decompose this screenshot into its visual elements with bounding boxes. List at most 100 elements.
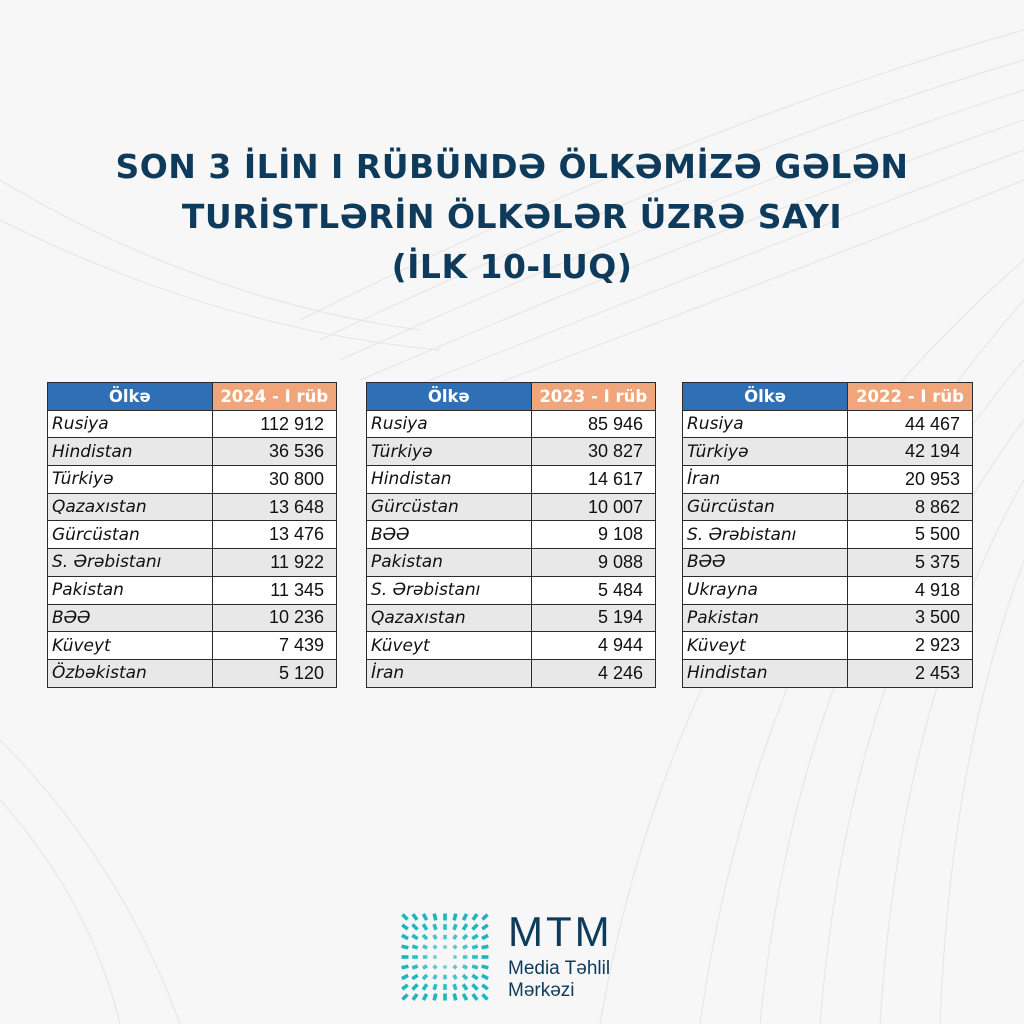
- table-row: Gürcüstan 13 476: [47, 520, 338, 550]
- value-cell: 13 476: [211, 520, 338, 550]
- table-header-row: Ölkə 2022 - I rüb: [682, 382, 973, 411]
- value-cell: 5 484: [530, 575, 657, 605]
- table-row: Qazaxıstan 5 194: [366, 603, 657, 633]
- table-row: Rusiya 44 467: [682, 409, 973, 439]
- value-cell: 20 953: [847, 465, 973, 494]
- header-country: Ölkə: [47, 382, 213, 411]
- country-cell: İran: [366, 658, 532, 688]
- country-cell: Gürcüstan: [366, 492, 532, 522]
- value-cell: 112 912: [211, 409, 338, 439]
- value-cell: 11 345: [211, 575, 338, 605]
- country-cell: Qazaxıstan: [47, 492, 213, 522]
- table-row: İran 20 953: [682, 465, 973, 494]
- value-cell: 11 922: [211, 548, 338, 577]
- table-row: Türkiyə 30 827: [366, 437, 657, 467]
- country-cell: Pakistan: [47, 575, 213, 605]
- country-cell: S. Ərəbistanı: [682, 520, 848, 550]
- header-country: Ölkə: [682, 382, 848, 411]
- table-header-row: Ölkə 2024 - I rüb: [47, 382, 338, 411]
- country-cell: Küveyt: [366, 631, 532, 660]
- table-row: Pakistan 3 500: [682, 603, 973, 633]
- title-line-1: SON 3 İLİN I RÜBÜNDƏ ÖLKƏMİZƏ GƏLƏN: [115, 147, 909, 186]
- country-cell: Rusiya: [682, 409, 848, 439]
- value-cell: 5 194: [530, 603, 657, 633]
- table-row: Küveyt 7 439: [47, 631, 338, 660]
- table-row: Küveyt 4 944: [366, 631, 657, 660]
- table-row: Qazaxıstan 13 648: [47, 492, 338, 522]
- country-cell: Rusiya: [47, 409, 213, 439]
- country-cell: Gürcüstan: [682, 492, 848, 522]
- table-row: Rusiya 85 946: [366, 409, 657, 439]
- value-cell: 9 088: [530, 548, 657, 577]
- country-cell: BƏƏ: [47, 603, 213, 633]
- table-row: BƏƏ 9 108: [366, 520, 657, 550]
- table-row: Türkiyə 30 800: [47, 465, 338, 494]
- table-row: S. Ərəbistanı 11 922: [47, 548, 338, 577]
- country-cell: Pakistan: [682, 603, 848, 633]
- value-cell: 30 800: [211, 465, 338, 494]
- value-cell: 14 617: [530, 465, 657, 494]
- table-row: Gürcüstan 10 007: [366, 492, 657, 522]
- value-cell: 2 923: [847, 631, 973, 660]
- value-cell: 3 500: [847, 603, 973, 633]
- value-cell: 5 120: [211, 658, 338, 688]
- table-row: BƏƏ 5 375: [682, 548, 973, 577]
- country-cell: S. Ərəbistanı: [47, 548, 213, 577]
- table-row: Pakistan 11 345: [47, 575, 338, 605]
- table-row: Hindistan 36 536: [47, 437, 338, 467]
- country-cell: Qazaxıstan: [366, 603, 532, 633]
- value-cell: 4 246: [530, 658, 657, 688]
- table-row: Pakistan 9 088: [366, 548, 657, 577]
- value-cell: 44 467: [847, 409, 973, 439]
- table-row: Rusiya 112 912: [47, 409, 338, 439]
- country-cell: Hindistan: [682, 658, 848, 688]
- value-cell: 10 236: [211, 603, 338, 633]
- logo-subtitle-line-1: Media Təhlil: [508, 958, 611, 979]
- country-cell: Türkiyə: [366, 437, 532, 467]
- country-cell: Gürcüstan: [47, 520, 213, 550]
- logo-subtitle-line-2: Mərkəzi: [508, 980, 575, 1001]
- table-row: Özbəkistan 5 120: [47, 658, 338, 688]
- table-row: Küveyt 2 923: [682, 631, 973, 660]
- country-cell: Hindistan: [47, 437, 213, 467]
- country-cell: İran: [682, 465, 848, 494]
- value-cell: 2 453: [847, 658, 973, 688]
- mtm-logo: MTM Media Təhlil Mərkəzi: [400, 908, 613, 1002]
- table-row: BƏƏ 10 236: [47, 603, 338, 633]
- value-cell: 4 918: [847, 575, 973, 605]
- table-row: Hindistan 2 453: [682, 658, 973, 688]
- logo-brand: MTM: [508, 908, 613, 955]
- table-row: Ukrayna 4 918: [682, 575, 973, 605]
- value-cell: 8 862: [847, 492, 973, 522]
- header-year: 2023 - I rüb: [530, 382, 657, 411]
- header-year: 2024 - I rüb: [211, 382, 338, 411]
- country-cell: Ukrayna: [682, 575, 848, 605]
- table-2024: Ölkə 2024 - I rüb Rusiya 112 912 Hindista…: [47, 382, 338, 688]
- value-cell: 7 439: [211, 631, 338, 660]
- country-cell: BƏƏ: [682, 548, 848, 577]
- country-cell: S. Ərəbistanı: [366, 575, 532, 605]
- value-cell: 9 108: [530, 520, 657, 550]
- country-cell: Küveyt: [47, 631, 213, 660]
- table-row: S. Ərəbistanı 5 484: [366, 575, 657, 605]
- country-cell: Türkiyə: [47, 465, 213, 494]
- country-cell: Pakistan: [366, 548, 532, 577]
- table-header-row: Ölkə 2023 - I rüb: [366, 382, 657, 411]
- table-row: Gürcüstan 8 862: [682, 492, 973, 522]
- table-row: Türkiyə 42 194: [682, 437, 973, 467]
- country-cell: Türkiyə: [682, 437, 848, 467]
- value-cell: 10 007: [530, 492, 657, 522]
- value-cell: 36 536: [211, 437, 338, 467]
- value-cell: 85 946: [530, 409, 657, 439]
- country-cell: Rusiya: [366, 409, 532, 439]
- value-cell: 13 648: [211, 492, 338, 522]
- table-row: İran 4 246: [366, 658, 657, 688]
- table-row: Hindistan 14 617: [366, 465, 657, 494]
- value-cell: 5 500: [847, 520, 973, 550]
- title-line-3: (İLK 10-LUQ): [391, 247, 633, 286]
- value-cell: 30 827: [530, 437, 657, 467]
- table-2023: Ölkə 2023 - I rüb Rusiya 85 946 Türkiyə 30…: [366, 382, 657, 688]
- value-cell: 5 375: [847, 548, 973, 577]
- country-cell: Özbəkistan: [47, 658, 213, 688]
